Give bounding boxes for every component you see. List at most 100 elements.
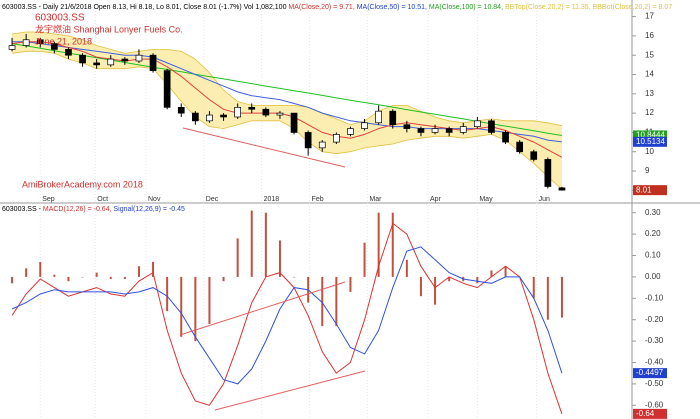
histogram-bar	[405, 259, 408, 277]
value-label: 10.5134	[636, 137, 665, 146]
y-tick-label: 15	[645, 50, 654, 59]
candle-body	[318, 141, 326, 149]
histogram-bar	[419, 276, 422, 297]
histogram-bar	[250, 210, 253, 277]
header-part: 603003.SS - Daily 21/6/2018 Open 8.13, H…	[2, 4, 288, 11]
histogram-bar	[434, 276, 437, 305]
candle-body	[135, 54, 143, 62]
divergence-line	[214, 370, 366, 411]
candle-body	[36, 39, 44, 44]
candle-body	[177, 106, 185, 114]
value-label-box	[633, 185, 667, 196]
x-tick-label: Jun	[539, 196, 550, 203]
histogram-bar	[391, 212, 394, 277]
histogram-bar	[39, 261, 42, 277]
x-tick-label: Nov	[148, 196, 161, 203]
candle-body	[417, 128, 425, 133]
y-tick-label: 0.20	[645, 229, 661, 238]
histogram-bar	[194, 276, 197, 342]
y-tick-label: -0.30	[645, 336, 664, 345]
histogram-bar	[166, 276, 169, 312]
y-tick-label: -0.50	[645, 379, 664, 388]
header-part: MA(Close,20) = 9.71,	[288, 4, 356, 11]
histogram-bar	[335, 276, 338, 327]
histogram-bar	[236, 238, 239, 277]
y-tick-label: 0.30	[645, 208, 661, 217]
indicator-line	[12, 31, 562, 127]
candle-body	[516, 141, 524, 153]
candle-body	[107, 58, 115, 66]
histogram-bar	[293, 276, 296, 278]
x-tick-label: Mar	[369, 196, 382, 203]
header: 603003.SS - MACD(12,26) = -0.64, Signal(…	[2, 206, 185, 213]
header-part: BBTop(Close,20,2) = 11.35,	[505, 4, 593, 11]
candle-body	[474, 120, 481, 127]
candle-body	[389, 110, 397, 126]
x-tick-label: Feb	[312, 196, 324, 203]
candle-body	[262, 108, 270, 116]
candle-body	[530, 151, 538, 160]
macd-line	[11, 246, 563, 385]
candle-body	[445, 128, 453, 133]
value-label-box	[633, 408, 667, 419]
indicator-line	[12, 43, 562, 136]
candle-body	[220, 114, 227, 118]
candle-body	[22, 39, 30, 46]
y-tick-label: -0.40	[645, 358, 664, 367]
value-label: -0.64	[636, 409, 655, 418]
histogram-bar	[476, 276, 479, 284]
x-tick-label: Sep	[42, 196, 55, 203]
candle-body	[93, 62, 101, 66]
candle-body	[459, 126, 467, 133]
histogram-bar	[278, 240, 281, 277]
y-tick-label: 0.10	[645, 251, 661, 260]
header-part: Signal(12,26,9) = -0.45	[114, 206, 186, 213]
candle-body	[276, 112, 284, 116]
histogram-bar	[264, 212, 267, 277]
x-tick-label: May	[479, 196, 493, 203]
company-name: 龙宇燃油 Shanghai Lonyer Fuels Co.	[35, 23, 183, 34]
x-tick-label: 2018	[264, 196, 280, 203]
candle-body	[192, 112, 199, 122]
candle-body	[65, 49, 72, 56]
header-part: BBBot(Close,20,2) = 8.07	[593, 4, 673, 11]
candle-body	[333, 134, 340, 143]
y-tick-label: 10	[645, 147, 654, 156]
x-tick-label: Oct	[97, 196, 108, 203]
header-part: 603003.SS -	[2, 206, 43, 213]
y-tick-label: 17	[645, 12, 654, 21]
candle-body	[361, 122, 368, 129]
header-part: MA(Close,50) = 10.51,	[357, 4, 429, 11]
histogram-bar	[25, 268, 28, 277]
macd-line	[11, 222, 563, 415]
candle-body	[544, 159, 552, 187]
header-part: MACD(12,26) = -0.64,	[43, 206, 114, 213]
histogram-bar	[208, 276, 211, 324]
watermark: AmiBrokerAcademy.com 2018	[22, 179, 143, 189]
candle-body	[488, 120, 495, 133]
value-label: 10.8444	[636, 131, 665, 140]
y-tick-label: 0.00	[645, 272, 661, 281]
x-tick-label: Dec	[206, 196, 219, 203]
candle-body	[375, 110, 382, 124]
candle-body	[558, 187, 566, 191]
histogram-bar	[222, 276, 225, 282]
y-tick-label: 16	[645, 31, 654, 40]
divergence-line	[182, 127, 346, 168]
histogram-bar	[546, 276, 549, 320]
histogram-bar	[560, 276, 563, 318]
value-label: -0.4497	[636, 368, 664, 377]
stock-code: 603003.SS	[35, 13, 85, 24]
indicator-line	[12, 41, 562, 143]
histogram-bar	[363, 242, 366, 277]
value-label: 8.01	[636, 185, 652, 194]
histogram-bar	[180, 276, 183, 337]
histogram-bar	[490, 270, 493, 277]
candle-body	[431, 128, 439, 133]
candle-body	[206, 114, 213, 122]
histogram-bar	[532, 276, 535, 299]
histogram-bar	[109, 276, 112, 280]
y-tick-label: 9	[645, 166, 650, 175]
candle-body	[248, 106, 256, 110]
